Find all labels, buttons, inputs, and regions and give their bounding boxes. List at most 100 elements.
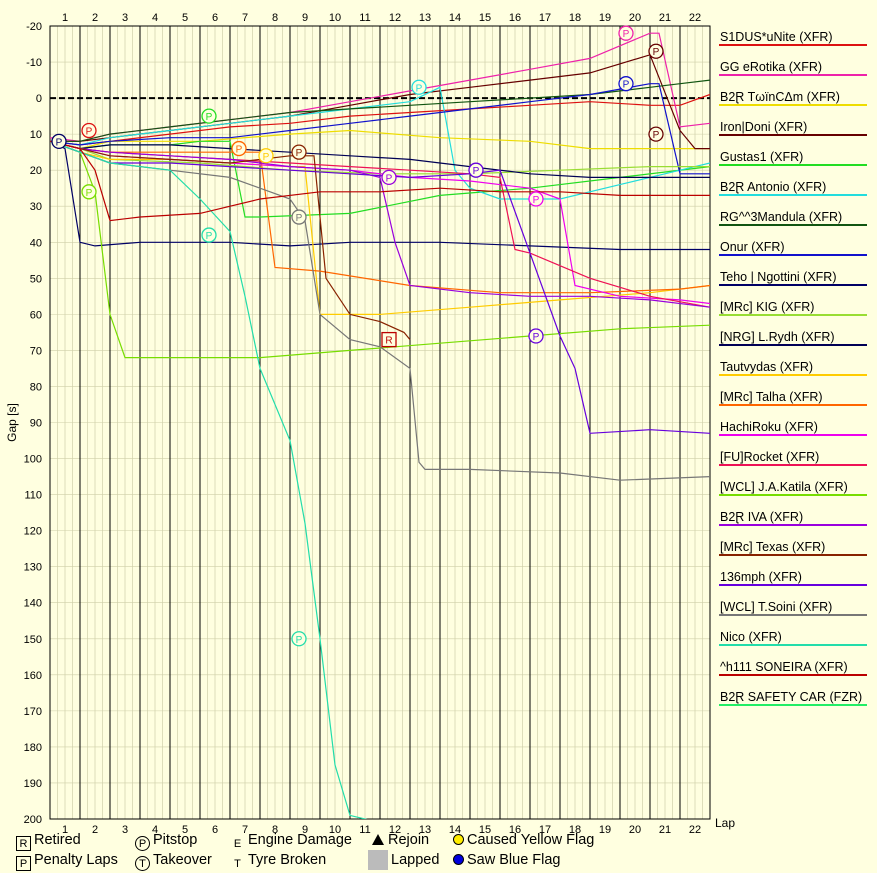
legend-item: [MRc] Talha (XFR) xyxy=(719,384,869,414)
x-tick-label: 3 xyxy=(122,824,128,836)
marker-label: P xyxy=(533,332,540,343)
legend-item: B2Ɽ SAFETY CAR (FZR) xyxy=(719,684,869,714)
marker-label: P xyxy=(296,213,303,224)
y-tick-label: 0 xyxy=(36,93,42,105)
key-penalty: P Penalty Laps xyxy=(16,852,118,871)
pitstop-marker xyxy=(291,209,307,225)
marker-label: P xyxy=(86,188,93,199)
x-tick-label-top: 19 xyxy=(599,12,611,24)
y-tick-label: 180 xyxy=(24,742,42,754)
legend-label: [NRG] L.Rydh (XFR) xyxy=(720,330,835,344)
marker-label: P xyxy=(296,635,303,646)
legend-item: 136mph (XFR) xyxy=(719,564,869,594)
penalty-icon: P xyxy=(16,856,31,871)
series-line xyxy=(50,140,710,251)
key-blue-flag: Saw Blue Flag xyxy=(453,852,561,868)
y-tick-label: 170 xyxy=(24,706,42,718)
legend-item: [NRG] L.Rydh (XFR) xyxy=(719,324,869,354)
y-tick-label: 40 xyxy=(30,237,42,249)
x-tick-label: 2 xyxy=(92,824,98,836)
x-tick-label-top: 3 xyxy=(122,12,128,24)
legend-swatch xyxy=(719,254,867,256)
pitstop-marker xyxy=(81,184,97,200)
x-tick-label: 9 xyxy=(302,824,308,836)
x-tick-label-top: 7 xyxy=(242,12,248,24)
marker-label: P xyxy=(236,145,243,156)
legend-label: S1DUS*uNite (XFR) xyxy=(720,30,833,44)
pitstop-marker xyxy=(291,631,307,647)
engine-damage-icon: E xyxy=(233,838,242,850)
x-tick-label: 21 xyxy=(659,824,671,836)
y-tick-label: 50 xyxy=(30,273,42,285)
pitstop-marker xyxy=(648,126,664,142)
legend-label: Gustas1 (XFR) xyxy=(720,150,804,164)
x-tick-label-top: 16 xyxy=(509,12,521,24)
x-tick-label-top: 4 xyxy=(152,12,158,24)
x-tick-label: 19 xyxy=(599,824,611,836)
series-line xyxy=(50,140,710,315)
legend-swatch xyxy=(719,224,867,226)
legend-swatch xyxy=(719,464,867,466)
series-line xyxy=(50,140,710,175)
legend-item: Gustas1 (XFR) xyxy=(719,144,869,174)
x-tick-label-top: 9 xyxy=(302,12,308,24)
marker-label: P xyxy=(653,47,660,58)
marker-label: P xyxy=(473,166,480,177)
legend-swatch xyxy=(719,44,867,46)
x-tick-label: 17 xyxy=(539,824,551,836)
key-pitstop: P Pitstop xyxy=(135,832,197,851)
legend-label: [MRc] Texas (XFR) xyxy=(720,540,826,554)
series-line xyxy=(50,83,710,175)
y-tick-label: 30 xyxy=(30,201,42,213)
legend-item: Teho | Ngottini (XFR) xyxy=(719,264,869,294)
legend-item: Onur (XFR) xyxy=(719,234,869,264)
legend-label: [MRc] Talha (XFR) xyxy=(720,390,823,404)
x-tick-label: 20 xyxy=(629,824,641,836)
marker-label: P xyxy=(623,80,630,91)
x-tick-label-top: 6 xyxy=(212,12,218,24)
legend-swatch xyxy=(719,374,867,376)
legend-item: B2Ɽ TωïnCΔm (XFR) xyxy=(719,84,869,114)
legend-item: [MRc] Texas (XFR) xyxy=(719,534,869,564)
y-tick-label: 90 xyxy=(30,418,42,430)
marker-label: P xyxy=(206,112,213,123)
series-line xyxy=(50,86,710,200)
x-tick-label: 5 xyxy=(182,824,188,836)
pitstop-marker xyxy=(258,148,274,164)
x-tick-label-top: 22 xyxy=(689,12,701,24)
y-tick-label: 140 xyxy=(24,598,42,610)
legend-label: Onur (XFR) xyxy=(720,240,785,254)
pitstop-marker xyxy=(51,133,67,149)
pitstop-marker xyxy=(411,79,427,95)
x-tick-label: 11 xyxy=(359,824,370,836)
pitstop-marker xyxy=(381,169,397,186)
legend-swatch xyxy=(719,284,867,286)
x-tick-label: 7 xyxy=(242,824,248,836)
legend-label: HachiRoku (XFR) xyxy=(720,420,818,434)
key-engine: E Engine Damage xyxy=(230,832,352,852)
pitstop-marker xyxy=(81,122,97,139)
legend-label: Iron|Doni (XFR) xyxy=(720,120,808,134)
legend-swatch xyxy=(719,554,867,556)
y-tick-label: 120 xyxy=(24,526,42,538)
legend-item: ^h111 SONEIRA (XFR) xyxy=(719,654,869,684)
legend-item: [WCL] J.A.Katila (XFR) xyxy=(719,474,869,504)
legend-swatch xyxy=(719,404,867,406)
series-line xyxy=(50,140,710,308)
y-axis-label: Gap [s] xyxy=(5,403,19,442)
lapped-icon xyxy=(368,850,388,870)
y-tick-label: 130 xyxy=(24,562,42,574)
x-tick-label: 8 xyxy=(272,824,278,836)
legend-swatch xyxy=(719,164,867,166)
legend-swatch xyxy=(719,674,867,676)
x-tick-label-top: 14 xyxy=(449,12,461,24)
y-tick-label: 20 xyxy=(30,165,42,177)
legend-item: HachiRoku (XFR) xyxy=(719,414,869,444)
legend-swatch xyxy=(719,74,867,76)
pitstop-marker xyxy=(231,140,247,157)
y-tick-label: 190 xyxy=(24,778,42,790)
x-tick-label-top: 20 xyxy=(629,12,641,24)
marker-label: P xyxy=(86,127,93,138)
legend-label: [MRc] KIG (XFR) xyxy=(720,300,815,314)
marker-label: P xyxy=(206,231,213,242)
